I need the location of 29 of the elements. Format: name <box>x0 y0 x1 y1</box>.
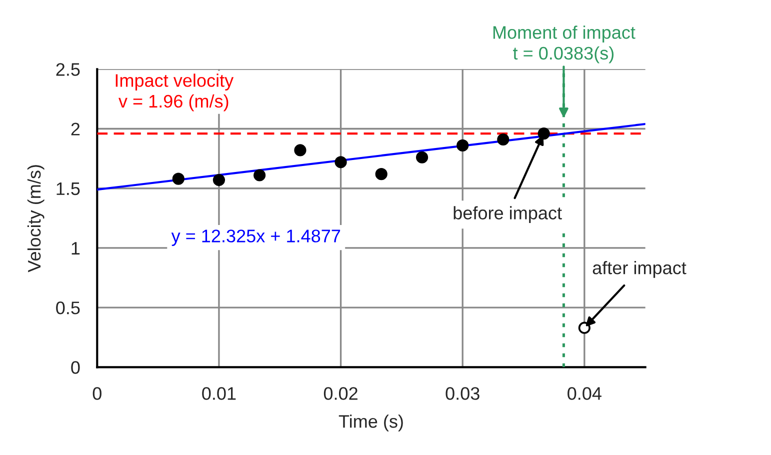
y-tick-label: 2 <box>71 122 80 136</box>
point <box>497 133 510 146</box>
annotation: before impact <box>454 206 562 224</box>
point <box>538 127 550 140</box>
ref-line-label: Impact velocity v = 1.96 (m/s) <box>116 74 234 112</box>
y-axis-title: Velocity (m/s) <box>27 165 44 272</box>
y-tick-label: 0.5 <box>56 302 80 314</box>
point <box>212 174 226 186</box>
annotation: after impact <box>592 261 686 278</box>
x-tick-label: 0.01 <box>202 387 236 400</box>
point <box>294 144 306 156</box>
y-tick-label: 2.5 <box>56 63 80 76</box>
y-tick-label: 0 <box>71 361 80 374</box>
point <box>253 169 266 182</box>
point <box>172 172 184 185</box>
point <box>375 168 388 180</box>
point <box>416 151 428 164</box>
y-tick-label: 1.5 <box>56 182 80 196</box>
x-tick-label: 0.04 <box>568 387 602 400</box>
point <box>334 156 347 168</box>
y-tick-label: 1 <box>72 242 80 255</box>
annotation: y = 12.325x + 1.4877 <box>171 230 340 246</box>
point <box>578 322 590 334</box>
x-axis-title: Time (s) <box>338 414 403 432</box>
x-tick-label: 0.02 <box>324 387 358 400</box>
x-tick-label: 0 <box>92 387 102 400</box>
ref-line-label: Moment of impact t = 0.0383(s) <box>493 26 636 64</box>
point <box>456 139 469 152</box>
x-tick-label: 0.03 <box>446 387 480 400</box>
